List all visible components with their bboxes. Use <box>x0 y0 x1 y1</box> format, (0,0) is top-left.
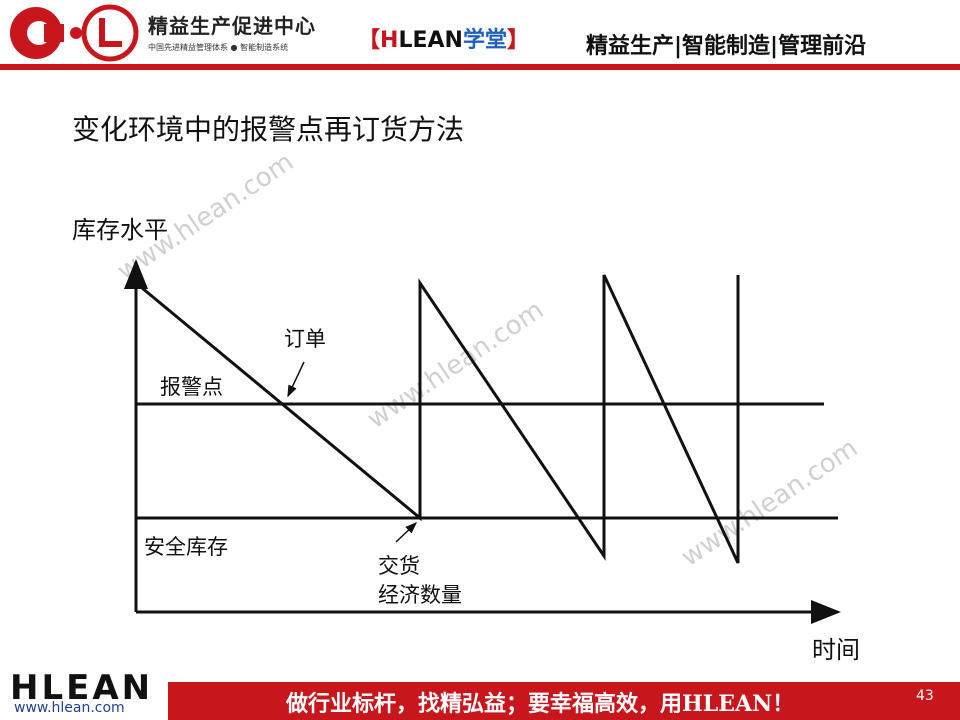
header: 精益生产促进中心 中国先进精益管理体系 ● 智能制造系统 【HLEAN学堂】 精… <box>0 0 960 70</box>
delivery-label: 交货 <box>378 554 420 578</box>
footer-url[interactable]: www.hlean.com <box>14 700 125 716</box>
brand-lean: LEAN <box>398 28 463 53</box>
brand-close-bracket: 】 <box>506 28 529 53</box>
brand-h: H <box>380 28 399 53</box>
order-arrow <box>287 361 305 398</box>
x-axis-label: 时间 <box>812 636 860 664</box>
order-label: 订单 <box>284 327 326 351</box>
brand-title: 【HLEAN学堂】 <box>358 22 529 54</box>
logo-icon <box>10 4 139 62</box>
slide-title: 变化环境中的报警点再订货方法 <box>72 113 465 146</box>
footer-bar <box>168 682 960 720</box>
page-number: 43 <box>916 688 934 704</box>
org-subtitle: 中国先进精益管理体系 ● 智能制造系统 <box>148 43 289 52</box>
header-tagline: 精益生产|智能制造|管理前沿 <box>586 34 867 59</box>
footer-logo: HLEAN <box>10 668 154 708</box>
inventory-curve <box>135 274 740 564</box>
footer-slogan: 做行业标杆，找精弘益；要幸福高效，用HLEAN！ <box>286 691 795 717</box>
eoq-label: 经济数量 <box>378 583 462 607</box>
y-axis-label: 库存水平 <box>72 216 168 244</box>
safety-stock-label: 安全库存 <box>144 535 228 559</box>
reorder-point-label: 报警点 <box>160 375 223 399</box>
header-divider <box>0 64 960 70</box>
brand-school: 学堂 <box>462 28 507 53</box>
brand-open-bracket: 【 <box>358 28 381 53</box>
org-name: 精益生产促进中心 <box>148 14 316 38</box>
delivery-arrow <box>395 521 418 543</box>
